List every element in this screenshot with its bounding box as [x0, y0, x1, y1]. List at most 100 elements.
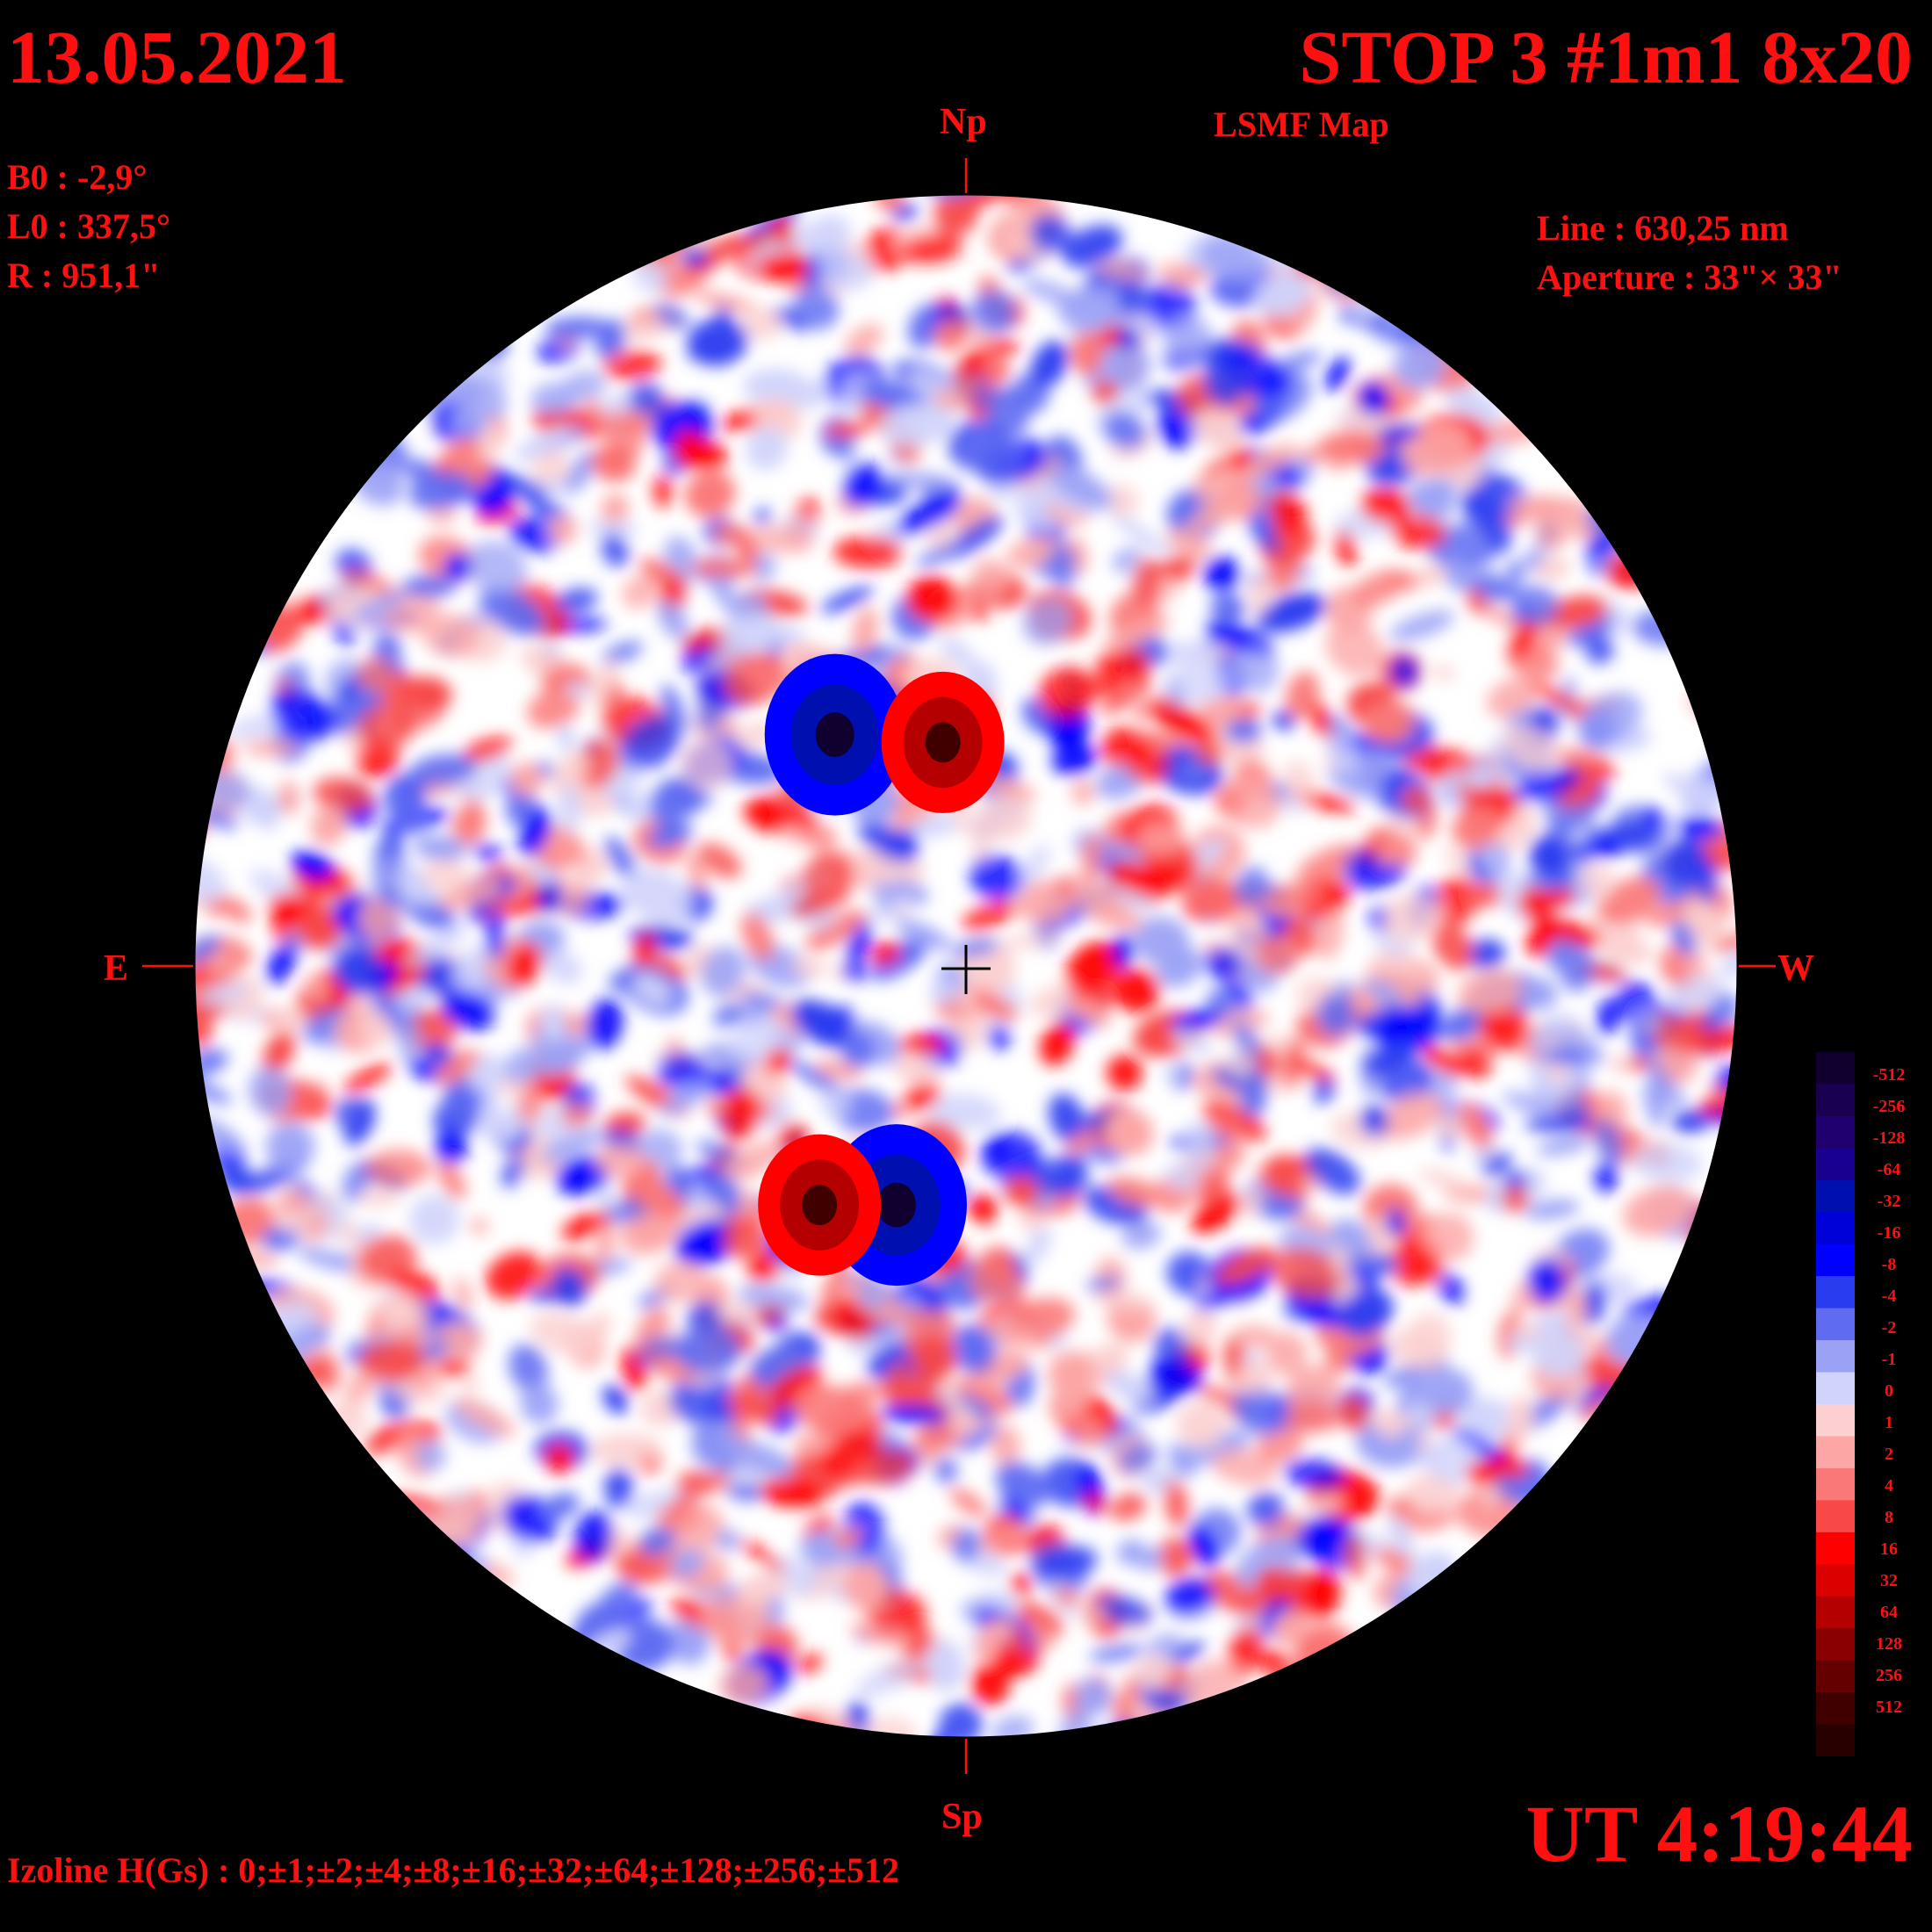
field-patch	[564, 681, 591, 698]
field-patch	[1006, 535, 1063, 569]
field-patch	[762, 625, 807, 642]
field-patch	[561, 1210, 612, 1241]
field-patch	[1715, 1064, 1737, 1095]
center-crosshair	[941, 945, 991, 994]
field-patch	[1232, 1020, 1262, 1062]
field-patch	[508, 1344, 548, 1394]
field-patch	[1643, 807, 1666, 827]
colorbar-label: -256	[1872, 1097, 1906, 1116]
negative-region	[815, 712, 854, 757]
field-patch	[689, 790, 713, 808]
field-patch	[1389, 609, 1455, 642]
field-patch	[1376, 1006, 1442, 1056]
field-patch	[687, 318, 748, 367]
field-patch	[1268, 490, 1308, 536]
field-patch	[1431, 921, 1474, 970]
field-patch	[1248, 573, 1273, 615]
colorbar-swatch	[1816, 1179, 1855, 1213]
field-patch	[528, 863, 559, 887]
field-patch	[1481, 1488, 1501, 1507]
field-patch	[727, 1390, 780, 1424]
field-patch	[970, 290, 1017, 335]
field-patch	[628, 382, 665, 415]
field-patch	[747, 225, 809, 270]
field-patch	[1193, 1294, 1225, 1312]
field-patch	[820, 586, 874, 613]
field-patch	[1171, 1030, 1212, 1055]
field-patch	[589, 444, 637, 482]
field-patch	[530, 1312, 597, 1356]
west-label: W	[1777, 948, 1814, 989]
field-patch	[1163, 663, 1229, 705]
field-patch	[1081, 1604, 1107, 1625]
field-patch	[841, 962, 867, 982]
field-patch	[554, 588, 598, 614]
field-patch	[1156, 1537, 1194, 1577]
field-patch	[1481, 1151, 1512, 1177]
field-patch	[313, 776, 374, 814]
field-patch	[934, 319, 966, 352]
field-patch	[270, 688, 335, 741]
positive-region	[802, 1185, 838, 1226]
field-patch	[701, 1595, 771, 1648]
field-patch	[1197, 1385, 1242, 1409]
colorbar-label: -1	[1881, 1350, 1897, 1369]
colorbar-label: 4	[1885, 1476, 1893, 1496]
field-patch	[248, 1066, 292, 1117]
field-patch	[1740, 920, 1760, 954]
field-patch	[601, 493, 629, 526]
field-patch	[357, 1235, 418, 1284]
field-patch	[735, 1572, 789, 1604]
l0-value: L0 : 337,5°	[7, 206, 170, 246]
field-patch	[485, 1251, 543, 1300]
field-patch	[742, 306, 784, 341]
field-patch	[694, 292, 756, 312]
field-patch	[1387, 1232, 1444, 1287]
field-patch	[595, 1223, 616, 1268]
field-patch	[195, 934, 222, 964]
field-patch	[407, 1057, 440, 1082]
field-patch	[1124, 862, 1190, 897]
field-patch	[674, 1219, 738, 1267]
field-patch	[564, 451, 596, 494]
field-patch	[1109, 1492, 1148, 1522]
field-patch	[803, 214, 851, 258]
field-patch	[1384, 569, 1421, 591]
field-patch	[437, 1160, 466, 1200]
field-patch	[1501, 724, 1561, 770]
field-patch	[1525, 1199, 1580, 1220]
positive-region	[925, 722, 961, 763]
field-patch	[891, 1099, 911, 1121]
field-patch	[1403, 748, 1477, 775]
field-patch	[1569, 839, 1594, 865]
east-label: E	[104, 948, 129, 989]
field-patch	[1184, 1430, 1250, 1466]
map-subtitle: LSMF Map	[1214, 105, 1389, 144]
colorbar-swatch	[1816, 1532, 1855, 1565]
field-patch	[1325, 621, 1386, 677]
field-patch	[517, 1082, 544, 1125]
field-patch	[995, 1461, 1050, 1508]
field-patch	[266, 941, 299, 985]
field-patch	[961, 899, 1020, 932]
field-patch	[1597, 935, 1653, 964]
field-patch	[1581, 1281, 1607, 1326]
colorbar-label: 64	[1880, 1603, 1898, 1622]
field-patch	[1282, 760, 1316, 803]
field-patch	[818, 251, 874, 292]
field-patch	[1316, 992, 1356, 1037]
field-patch	[652, 474, 674, 508]
field-patch	[1236, 1360, 1273, 1398]
colorbar-label: 16	[1880, 1539, 1898, 1559]
field-patch	[985, 1322, 1051, 1351]
field-patch	[1509, 616, 1540, 660]
field-patch	[1066, 1130, 1098, 1154]
field-patch	[1169, 1641, 1205, 1663]
field-patch	[871, 881, 896, 909]
field-patch	[1011, 1573, 1031, 1597]
field-patch	[897, 858, 925, 885]
field-patch	[1671, 1109, 1711, 1134]
field-patch	[1580, 691, 1642, 745]
colorbar-label: 32	[1880, 1571, 1898, 1590]
